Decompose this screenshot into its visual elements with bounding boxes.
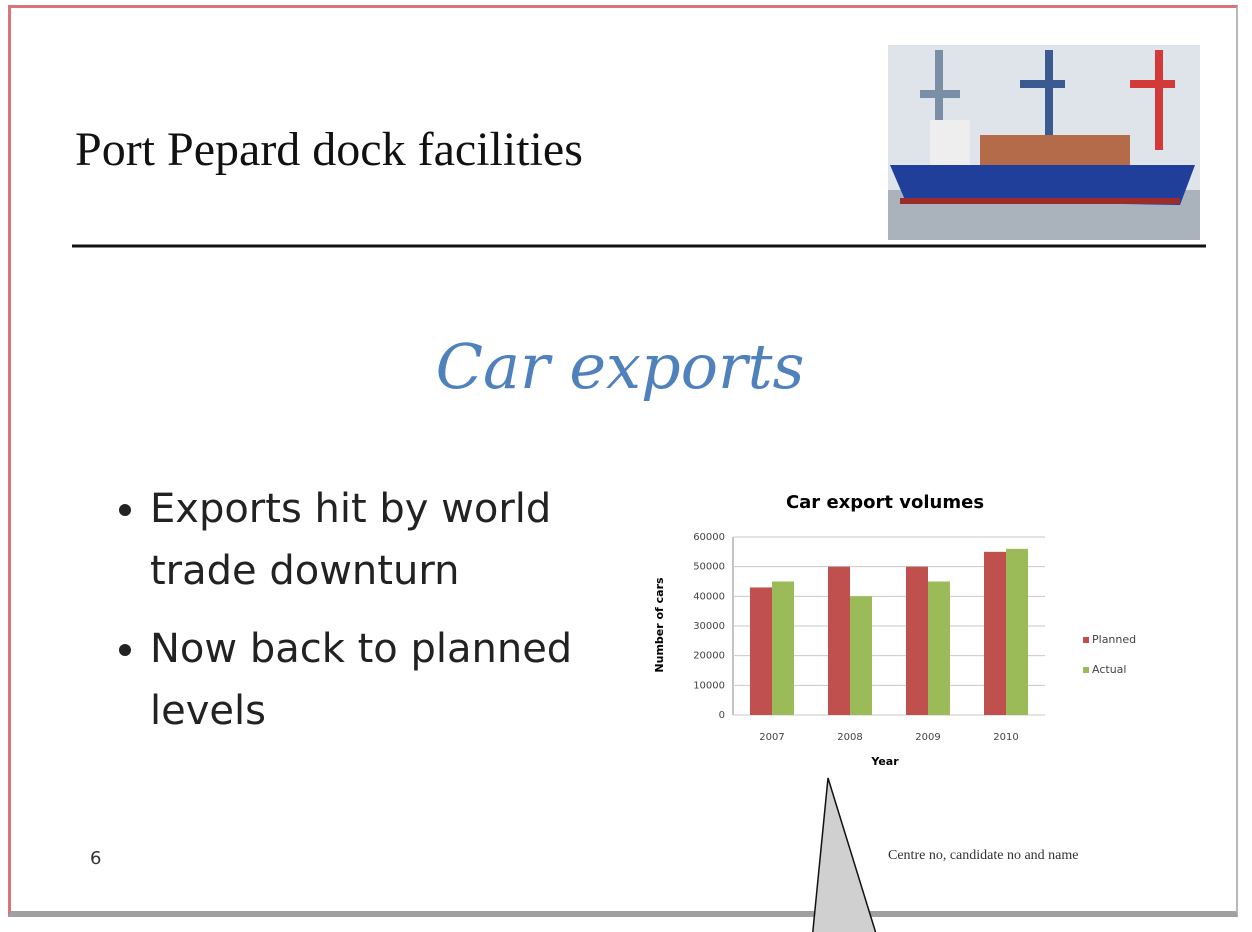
bullet: Exports hit by world trade downturn <box>150 478 620 602</box>
legend-label: Planned <box>1092 633 1136 646</box>
bullet-list: Exports hit by world trade downturn Now … <box>100 478 620 758</box>
legend-label: Actual <box>1092 663 1126 676</box>
bar <box>1006 549 1028 715</box>
bar <box>828 567 850 715</box>
y-tick-label: 40000 <box>693 591 725 602</box>
bar <box>928 582 950 716</box>
slide-subtitle: Car exports <box>320 330 920 403</box>
y-tick-label: 10000 <box>693 680 725 691</box>
bar <box>850 596 872 715</box>
legend-swatch <box>1083 637 1089 643</box>
slide-title: Port Pepard dock facilities <box>75 122 583 177</box>
x-axis-title: Year <box>870 755 899 768</box>
chart-title: Car export volumes <box>786 492 984 513</box>
y-tick-label: 30000 <box>693 621 725 632</box>
page: Car export volumes Year Number of cars 0… <box>0 0 1252 932</box>
callout <box>812 778 878 932</box>
legend-swatch <box>1083 667 1089 673</box>
x-tick-label: 2009 <box>915 732 940 743</box>
x-tick-label: 2010 <box>993 732 1018 743</box>
bar <box>984 552 1006 715</box>
bar <box>750 587 772 715</box>
y-tick-label: 20000 <box>693 651 725 662</box>
y-tick-label: 50000 <box>693 562 725 573</box>
bullet: Now back to planned levels <box>150 618 620 742</box>
page-number: 6 <box>90 848 101 869</box>
y-tick-label: 0 <box>719 710 725 721</box>
x-tick-label: 2008 <box>837 732 862 743</box>
bar <box>772 582 794 716</box>
y-tick-label: 60000 <box>693 532 725 543</box>
footer: Centre no, candidate no and name <box>888 848 1078 864</box>
ship-image <box>888 45 1200 240</box>
x-tick-label: 2007 <box>759 732 784 743</box>
bar <box>906 567 928 715</box>
y-axis-title: Number of cars <box>653 577 666 673</box>
